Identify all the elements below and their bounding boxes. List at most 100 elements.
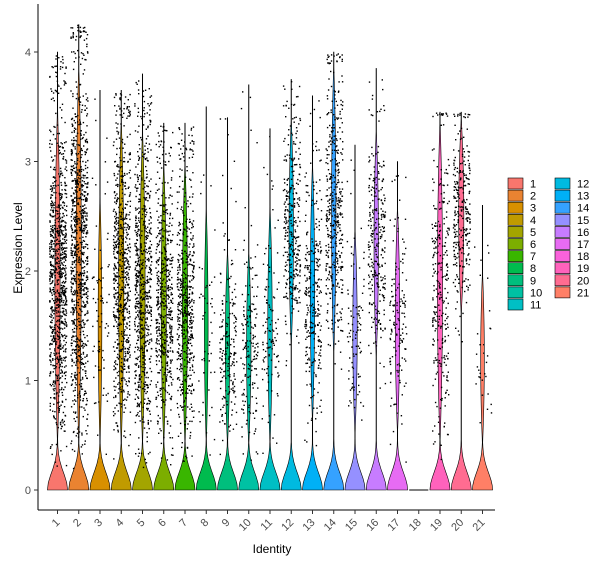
data-point [142,264,144,267]
data-point [177,266,179,269]
data-point [192,150,194,152]
data-point [169,194,171,197]
data-point [176,283,179,285]
data-point [273,344,275,346]
data-point [73,321,75,323]
data-point [156,296,158,299]
data-point [178,185,181,188]
data-point [84,204,86,206]
data-point [155,322,158,325]
data-point [143,180,146,182]
data-point [183,214,185,217]
data-point [62,248,64,251]
data-point [53,100,55,102]
data-point [116,147,118,150]
data-point [91,177,94,179]
data-point [74,260,76,262]
data-point [137,275,140,277]
data-point [57,263,59,265]
data-point [86,218,88,221]
data-point [221,338,224,341]
data-point [85,344,87,346]
data-point [83,324,85,326]
data-point [52,232,54,234]
data-point [51,240,54,243]
data-point [81,326,83,329]
data-point [210,321,212,324]
data-point [231,409,234,411]
data-point [64,185,66,187]
data-point [116,371,118,374]
data-point [141,274,144,276]
data-point [138,221,141,223]
data-point [79,30,81,32]
data-point [116,197,119,199]
data-point [165,282,167,284]
data-point [86,125,88,127]
data-point [61,275,63,278]
data-point [79,406,81,408]
data-point [254,256,257,258]
data-point [184,310,187,312]
data-point [75,348,77,351]
data-point [191,366,194,368]
data-point [81,267,83,269]
data-point [55,353,58,355]
data-point [72,335,74,338]
data-point [244,375,246,377]
data-point [119,305,122,308]
data-point [56,330,58,332]
data-point [78,345,80,347]
data-point [65,160,68,162]
data-point [168,308,170,311]
data-point [58,260,60,262]
data-point [138,375,140,377]
data-point [169,288,171,291]
data-point [155,236,158,239]
data-point [184,250,186,253]
data-point [86,107,88,109]
data-point [55,239,58,241]
data-point [179,297,181,299]
data-point [129,344,131,346]
data-point [126,296,129,298]
data-point [137,300,139,303]
data-point [169,328,171,330]
data-point [65,287,68,290]
data-point [84,306,87,308]
data-point [146,387,149,389]
data-point [234,329,237,332]
data-point [129,153,131,155]
data-point [116,424,119,427]
data-point [117,232,119,234]
data-point [82,199,85,201]
data-point [222,174,224,177]
data-point [118,243,120,246]
data-point [162,239,164,242]
data-point [158,354,160,356]
violin-1 [47,51,68,491]
data-point [52,211,54,214]
data-point [62,272,65,274]
data-point [65,196,68,199]
data-point [137,151,139,153]
violin-shape-13 [302,95,323,491]
data-point [136,339,139,341]
data-point [56,301,58,303]
data-point [164,286,166,288]
data-point [124,143,126,145]
data-point [63,215,65,217]
data-point [116,110,118,112]
data-point [116,198,118,201]
data-point [86,97,89,99]
data-point [59,345,62,347]
data-point [129,250,131,253]
data-point [265,350,267,353]
data-point [120,370,123,372]
data-point [54,257,56,260]
data-point [53,166,56,169]
data-point [140,312,142,314]
data-point [97,350,99,352]
data-point [146,436,148,438]
data-point [81,363,83,366]
